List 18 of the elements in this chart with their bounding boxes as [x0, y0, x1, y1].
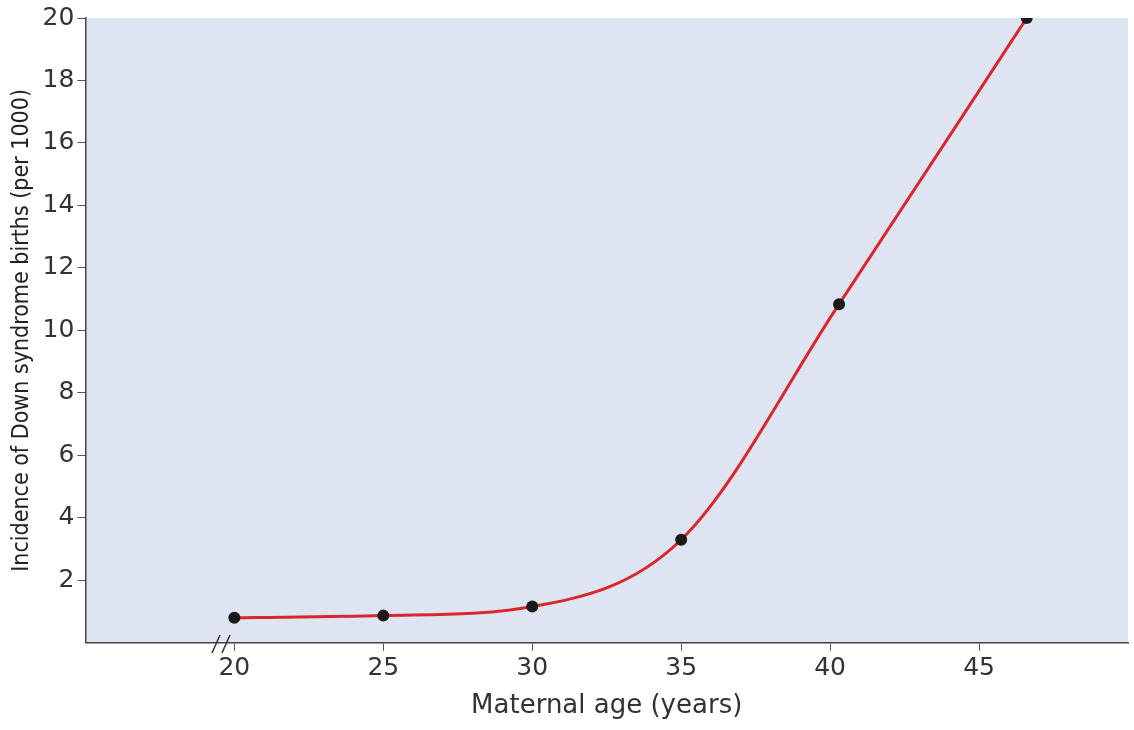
x-tick-label: 30 — [516, 652, 549, 682]
y-tick-label: 18 — [42, 63, 75, 93]
y-tick-label: 14 — [42, 188, 75, 218]
y-tick-label: 8 — [58, 376, 75, 406]
x-tick-label: 35 — [665, 652, 698, 682]
x-tick-label: 20 — [218, 652, 251, 682]
y-tick-label: 2 — [58, 563, 75, 593]
y-tick-label: 6 — [58, 438, 75, 468]
y-axis-title: Incidence of Down syndrome births (per 1000) — [6, 88, 33, 572]
x-axis-title: Maternal age (years) — [471, 689, 743, 720]
y-tick-label: 12 — [42, 251, 75, 281]
x-tick-label: 25 — [367, 652, 400, 682]
y-tick-label: 10 — [42, 313, 75, 343]
y-tick-label: 20 — [42, 1, 75, 31]
y-tick-label: 4 — [58, 501, 75, 531]
y-tick-label: 16 — [42, 126, 75, 156]
x-tick-label: 40 — [814, 652, 847, 682]
x-tick-label: 45 — [963, 652, 995, 682]
